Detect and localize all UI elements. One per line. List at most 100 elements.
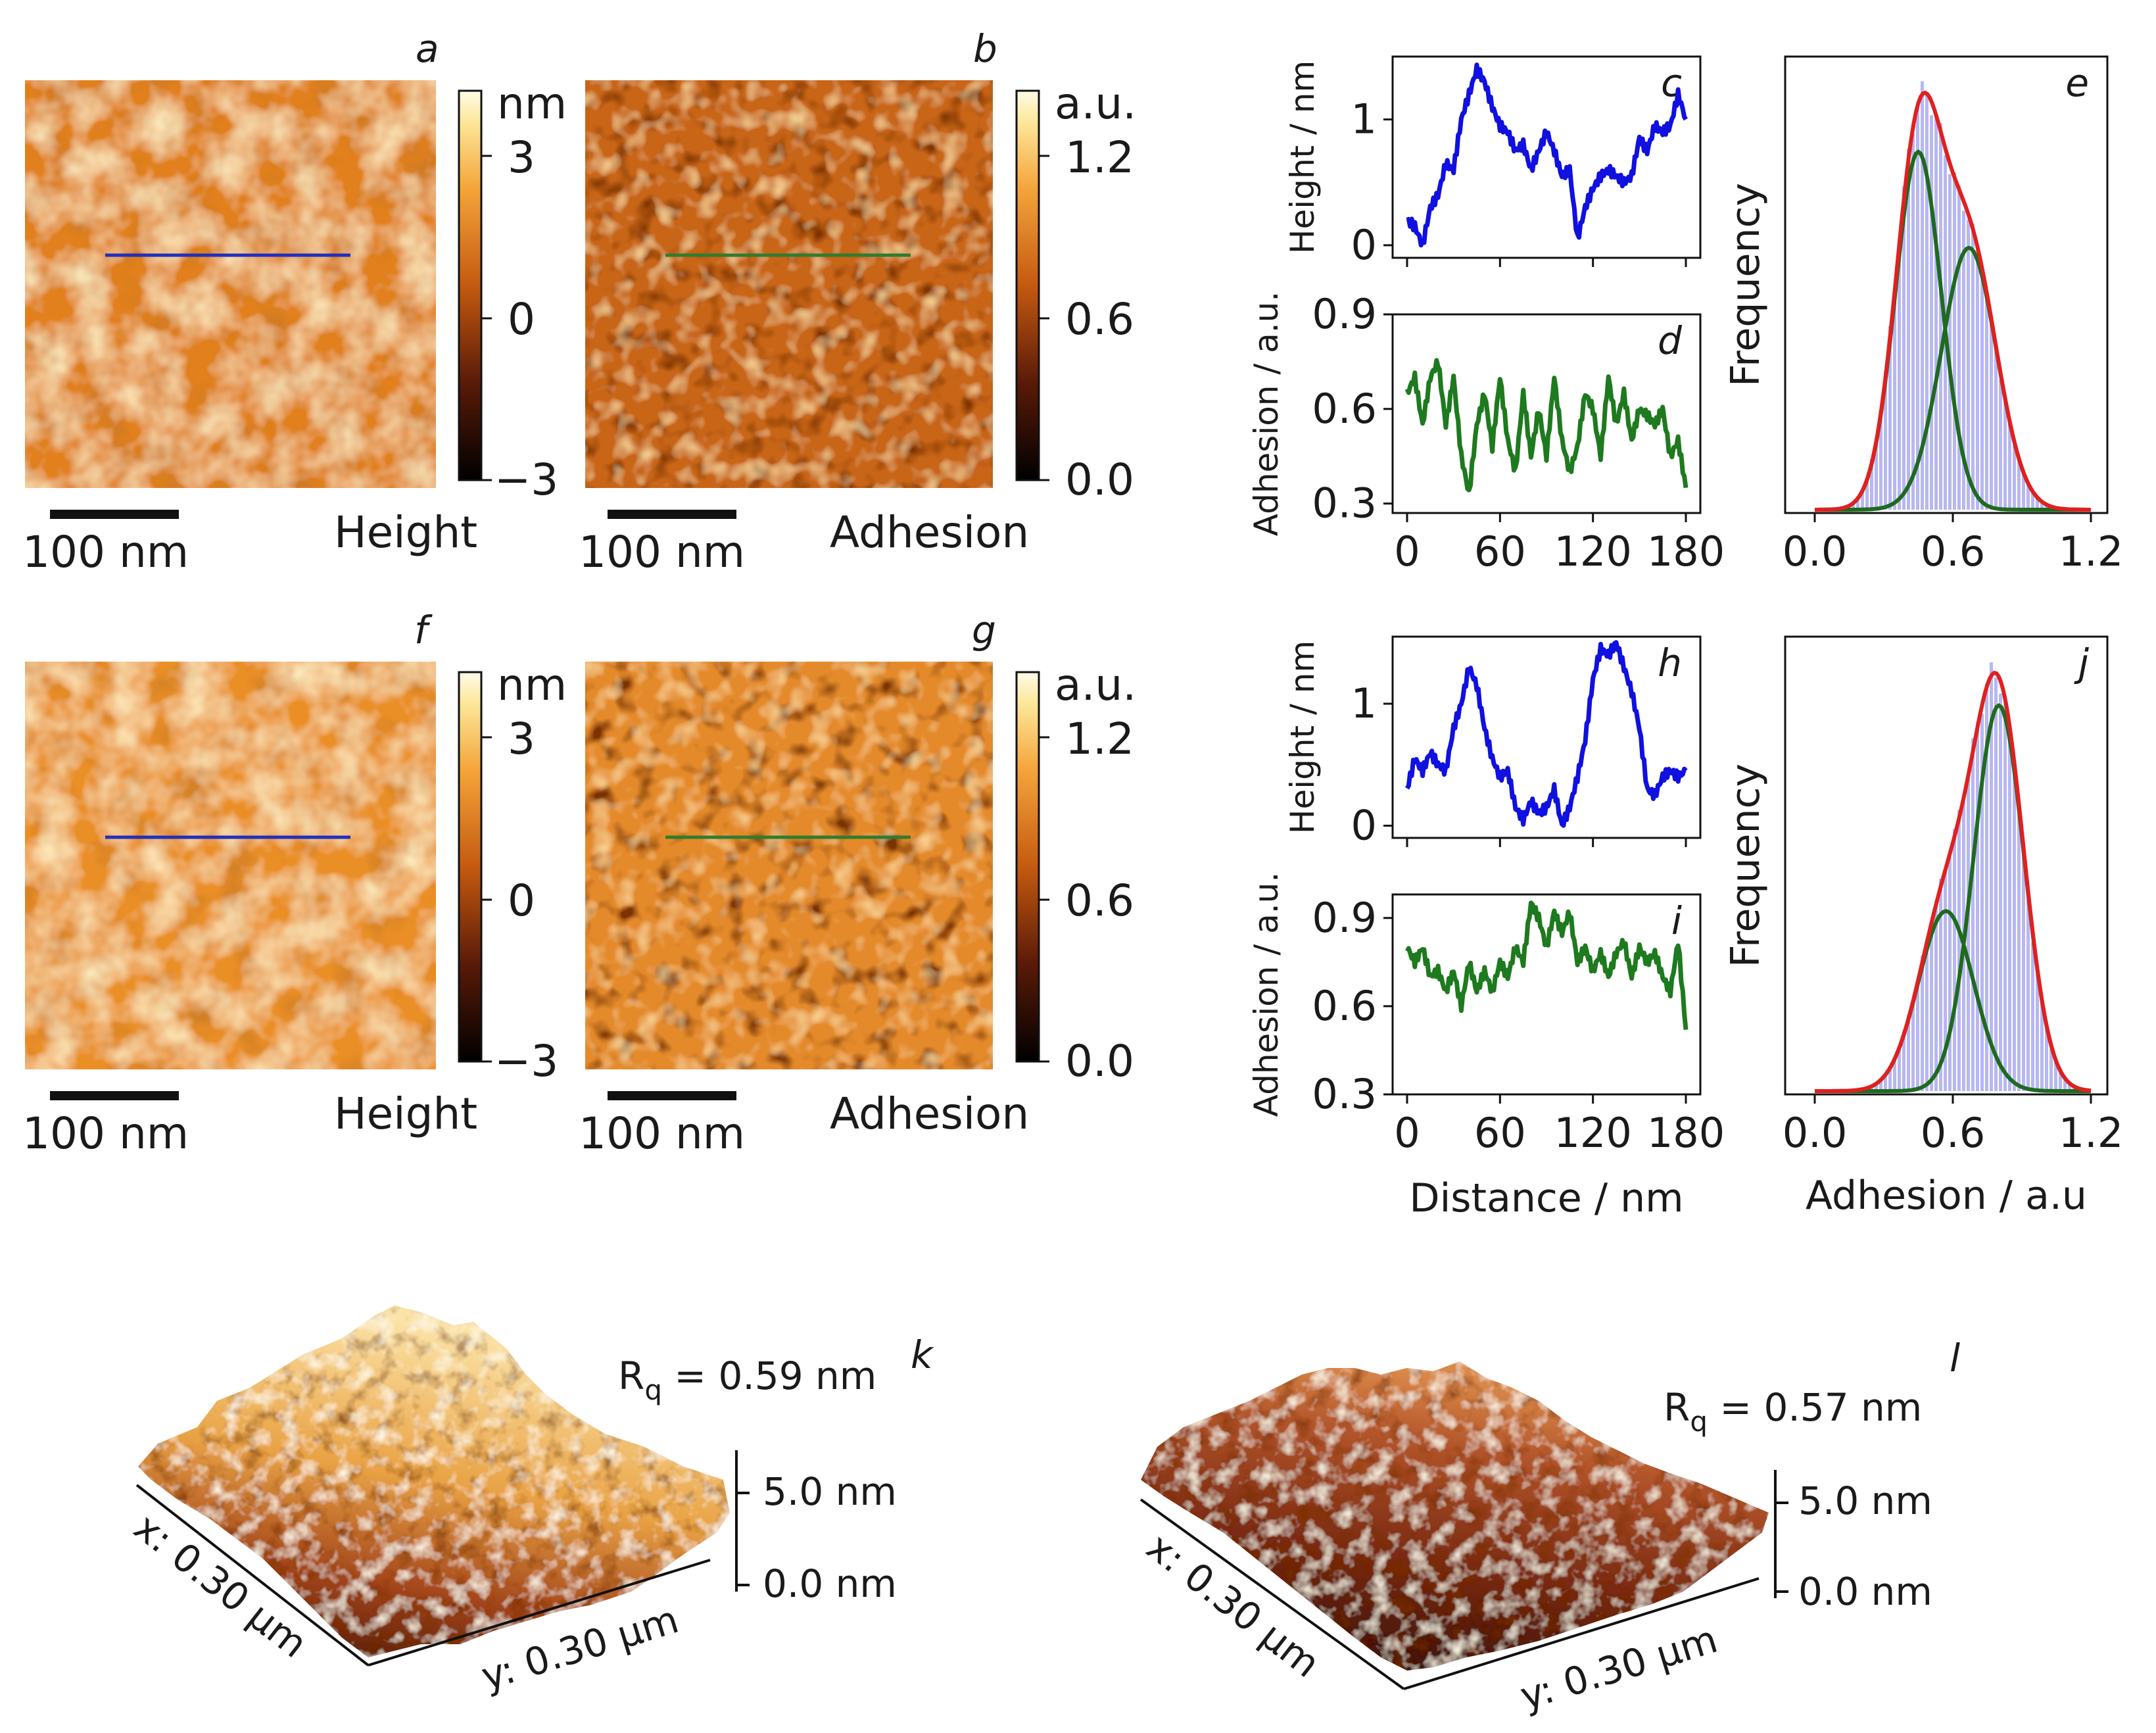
ylabel-h: Height / nm xyxy=(1283,641,1322,834)
scalebar-label-f: 100 nm xyxy=(22,1108,189,1159)
xtick-label-j-2: 1.2 xyxy=(2059,1109,2124,1157)
xtick-label-j-0: 0.0 xyxy=(1783,1109,1848,1157)
cb-unit-f: nm xyxy=(497,660,567,710)
caption-b: Adhesion xyxy=(830,507,1029,558)
hist-bar-j-18 xyxy=(1898,1046,1901,1091)
colorbar-b xyxy=(1015,89,1040,481)
hist-bar-e-44 xyxy=(2017,462,2021,510)
hist-bar-e-35 xyxy=(1976,248,1979,510)
xtick-label-d-1: 60 xyxy=(1474,527,1526,575)
cb-label-b-2: 0.0 xyxy=(1065,454,1134,505)
hist-bar-j-34 xyxy=(1971,738,1975,1091)
hist-bar-j-36 xyxy=(1980,714,1984,1091)
panel-letter-j: j xyxy=(2074,641,2090,685)
cb-label-f-0: 3 xyxy=(508,714,535,764)
hist-bar-e-47 xyxy=(2031,493,2034,510)
hist-bar-j-51 xyxy=(2049,1048,2053,1091)
surface-l-rq: Rq = 0.57 nm xyxy=(1664,1385,1922,1438)
hist-bar-e-12 xyxy=(1870,459,1873,510)
hist-bar-e-19 xyxy=(1902,186,1905,510)
hist-bar-j-21 xyxy=(1911,1001,1915,1091)
hist-bar-j-42 xyxy=(2008,723,2011,1091)
afm-image-height-f xyxy=(25,662,436,1069)
ytick-label-i-2: 0.9 xyxy=(1312,894,1377,942)
hist-bar-j-37 xyxy=(1985,684,1988,1091)
panel-letter-g: g xyxy=(972,608,996,652)
scalebar-label-a: 100 nm xyxy=(22,527,189,577)
ytick-label-h-1: 1 xyxy=(1351,679,1377,727)
hist-bar-j-27 xyxy=(1939,878,1942,1091)
hist-bar-j-53 xyxy=(2059,1071,2062,1091)
panel-letter-f: f xyxy=(414,608,433,652)
caption-g: Adhesion xyxy=(830,1088,1029,1139)
hist-bar-j-44 xyxy=(2017,814,2021,1091)
panel-letter-b: b xyxy=(973,26,997,71)
afm-image-adhesion-g xyxy=(585,662,993,1069)
hist-bar-j-15 xyxy=(1884,1073,1887,1091)
xtick-label-j-1: 0.6 xyxy=(1921,1109,1986,1157)
ytick-label-h-0: 0 xyxy=(1351,801,1377,849)
hist-bar-j-29 xyxy=(1948,857,1952,1091)
xtick-label-d-3: 180 xyxy=(1647,527,1725,575)
ylabel-e: Frequency xyxy=(1723,183,1769,387)
hist-bar-e-21 xyxy=(1911,134,1915,510)
hist-bar-j-39 xyxy=(1994,677,1998,1091)
hist-bar-e-24 xyxy=(1925,93,1928,510)
hist-bar-j-38 xyxy=(1990,662,1993,1091)
cb-label-a-2: −3 xyxy=(494,454,558,505)
ylabel-c: Height / nm xyxy=(1283,61,1322,254)
hist-bar-e-20 xyxy=(1907,148,1910,510)
afm-image-adhesion-b xyxy=(585,80,993,488)
surface-l: 5.0 nm 0.0 nm x: 0.30 μm y: 0.30 μm Rq =… xyxy=(1138,1336,1960,1719)
hist-bar-j-16 xyxy=(1888,1065,1892,1091)
hist-bar-e-39 xyxy=(1994,351,1998,510)
hist-bar-j-55 xyxy=(2068,1084,2071,1091)
hist-bar-e-22 xyxy=(1916,107,1919,510)
hist-bar-e-10 xyxy=(1861,490,1864,510)
hist-bar-e-32 xyxy=(1962,210,1965,510)
surface-k-xaxis xyxy=(135,1484,370,1667)
hist-bar-e-49 xyxy=(2040,502,2044,510)
cb-unit-a: nm xyxy=(497,78,567,129)
hist-bar-e-34 xyxy=(1971,223,1975,510)
hist-bar-j-26 xyxy=(1934,900,1938,1091)
plot-frame-j xyxy=(1784,635,2109,1096)
hist-bar-e-26 xyxy=(1934,114,1938,510)
surface-k-zbottom: 0.0 nm xyxy=(763,1561,897,1606)
plot-frame-e xyxy=(1784,55,2109,514)
hist-bar-j-14 xyxy=(1879,1079,1882,1091)
panel-letter-d: d xyxy=(1658,318,1683,363)
xtick-label-i-2: 120 xyxy=(1554,1109,1631,1157)
hist-bar-e-50 xyxy=(2045,504,2048,510)
scalebar-label-g: 100 nm xyxy=(579,1108,745,1159)
xtick-label-i-3: 180 xyxy=(1647,1109,1725,1157)
hist-bar-e-42 xyxy=(2008,422,2011,510)
hist-bar-j-41 xyxy=(2003,696,2007,1091)
hist-bar-e-43 xyxy=(2013,445,2016,510)
ylabel-d: Adhesion / a.u. xyxy=(1247,291,1285,537)
hist-bar-e-27 xyxy=(1939,123,1942,510)
hist-bar-e-13 xyxy=(1875,438,1878,510)
afm-image-height-a xyxy=(25,80,436,488)
hist-bar-e-17 xyxy=(1893,289,1896,510)
hist-bar-j-49 xyxy=(2040,1001,2044,1091)
hist-bar-j-12 xyxy=(1870,1085,1873,1091)
cb-label-b-0: 1.2 xyxy=(1065,132,1134,183)
surface-l-yaxis xyxy=(1403,1577,1760,1690)
hist-bar-j-46 xyxy=(2026,895,2030,1091)
profile-line-d xyxy=(1404,358,1689,493)
surface-l-body xyxy=(1141,1361,1769,1671)
plot-frame-d xyxy=(1391,313,1702,514)
colorbar-g xyxy=(1015,671,1040,1063)
hist-bar-e-15 xyxy=(1884,371,1887,510)
hist-bar-j-13 xyxy=(1875,1083,1878,1091)
cb-label-g-1: 0.6 xyxy=(1065,875,1134,926)
hist-bar-e-48 xyxy=(2036,498,2039,510)
cb-label-f-1: 0 xyxy=(508,875,535,926)
hist-bar-j-31 xyxy=(1957,810,1961,1091)
ytick-label-d-2: 0.9 xyxy=(1312,290,1377,338)
plot-frame-c xyxy=(1391,55,1702,259)
hist-bar-e-36 xyxy=(1980,278,1984,510)
hist-bar-e-9 xyxy=(1856,497,1859,510)
